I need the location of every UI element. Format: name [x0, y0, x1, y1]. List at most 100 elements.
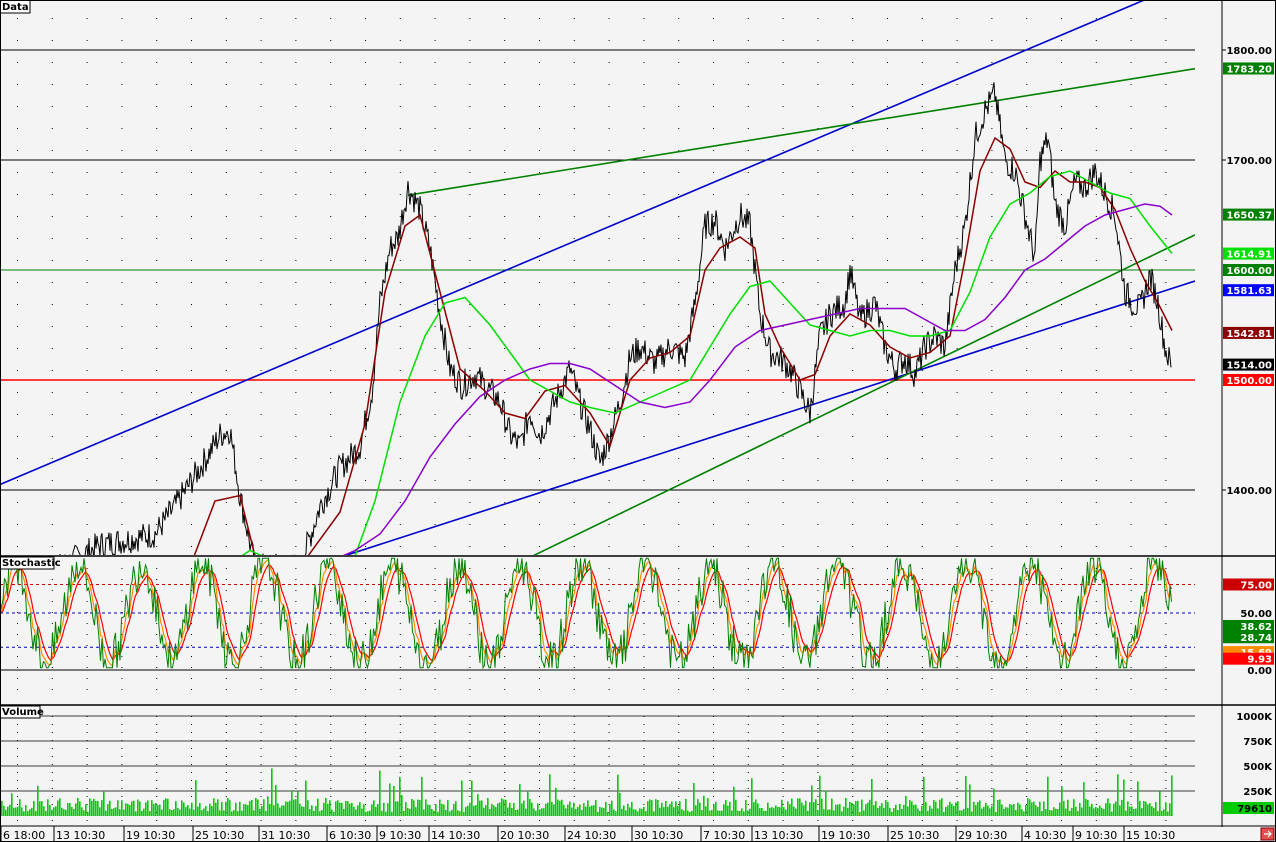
grid-dot — [121, 370, 123, 371]
grid-dot — [330, 689, 332, 690]
volume-bar — [237, 811, 239, 816]
grid-dot — [539, 732, 540, 733]
grid-dot — [504, 656, 506, 657]
grid-dot — [434, 216, 436, 217]
grid-dot — [51, 689, 53, 690]
grid-dot — [1026, 772, 1028, 773]
grid-dot — [86, 62, 88, 63]
grid-dot — [1026, 656, 1028, 657]
grid-dot — [121, 480, 123, 481]
volume-bar — [979, 800, 981, 816]
grid-dot — [608, 62, 610, 63]
grid-dot — [295, 436, 297, 437]
volume-bar — [1021, 809, 1023, 816]
grid-dot — [852, 194, 854, 195]
volume-bar — [875, 801, 877, 816]
grid-dot — [365, 370, 366, 371]
grid-dot — [156, 304, 158, 305]
volume-bar — [1131, 806, 1133, 816]
trendline — [407, 67, 1195, 196]
volume-bar — [437, 811, 439, 816]
volume-bar — [683, 810, 685, 816]
grid-dot — [330, 724, 332, 725]
volume-bar — [127, 803, 129, 816]
grid-dot — [51, 788, 53, 789]
volume-bar — [1121, 799, 1123, 816]
grid-dot — [156, 740, 158, 741]
grid-dot — [1130, 62, 1132, 63]
grid-dot — [1165, 348, 1167, 349]
grid-dot — [782, 568, 784, 569]
grid-dot — [156, 502, 158, 503]
grid-dot — [747, 716, 749, 717]
grid-dot — [678, 414, 680, 415]
volume-bar — [969, 784, 971, 816]
grid-dot — [399, 524, 401, 525]
grid-dot — [817, 667, 819, 668]
stochastic-panel-title: Stochastic — [2, 558, 61, 569]
volume-bar — [795, 808, 797, 816]
grid-dot — [121, 748, 123, 749]
grid-dot — [1095, 772, 1097, 773]
grid-dot — [399, 260, 401, 261]
grid-dot — [225, 128, 227, 129]
grid-dot — [156, 812, 158, 813]
grid-dot — [852, 458, 854, 459]
grid-dot — [17, 172, 18, 173]
volume-bar — [665, 801, 667, 816]
grid-dot — [51, 458, 53, 459]
volume-bar — [635, 809, 637, 816]
grid-dot — [399, 326, 401, 327]
grid-dot — [295, 601, 297, 602]
grid-dot — [434, 568, 436, 569]
grid-dot — [1165, 748, 1167, 749]
grid-dot — [747, 150, 749, 151]
grid-dot — [295, 18, 297, 19]
grid-dot — [539, 820, 540, 821]
grid-dot — [713, 772, 714, 773]
grid-dot — [747, 84, 749, 85]
grid-dot — [1061, 579, 1062, 580]
grid-dot — [191, 667, 192, 668]
volume-bar — [145, 802, 147, 816]
volume-bar — [613, 809, 615, 816]
volume-bar — [479, 800, 481, 816]
grid-dot — [121, 590, 123, 591]
grid-dot — [295, 282, 297, 283]
volume-bar — [853, 804, 855, 816]
grid-dot — [817, 579, 819, 580]
volume-bar — [815, 799, 817, 816]
volume-bar — [993, 788, 995, 816]
grid-dot — [365, 128, 366, 129]
grid-dot — [782, 194, 784, 195]
volume-bar — [583, 803, 585, 816]
grid-dot — [469, 238, 471, 239]
grid-dot — [817, 260, 819, 261]
scroll-right-icon[interactable] — [1260, 827, 1275, 841]
grid-dot — [330, 645, 332, 646]
grid-dot — [17, 216, 18, 217]
grid-dot — [17, 502, 18, 503]
grid-dot — [573, 678, 575, 679]
grid-dot — [747, 524, 749, 525]
grid-dot — [86, 579, 88, 580]
volume-bar — [819, 775, 821, 816]
volume-bar — [439, 799, 441, 816]
volume-bar — [623, 805, 625, 816]
price-tag-label: 1514.00 — [1226, 361, 1272, 372]
grid-dot — [643, 172, 645, 173]
volume-bar — [293, 799, 295, 816]
volume-bar — [475, 805, 477, 816]
grid-dot — [399, 216, 401, 217]
grid-dot — [1061, 772, 1062, 773]
grid-dot — [1130, 348, 1132, 349]
grid-dot — [469, 667, 471, 668]
grid-dot — [191, 370, 192, 371]
grid-dot — [887, 458, 888, 459]
volume-bar — [1045, 809, 1047, 816]
volume-bar — [967, 808, 969, 816]
price-tag — [1223, 284, 1274, 297]
grid-dot — [852, 568, 854, 569]
grid-dot — [713, 612, 714, 613]
